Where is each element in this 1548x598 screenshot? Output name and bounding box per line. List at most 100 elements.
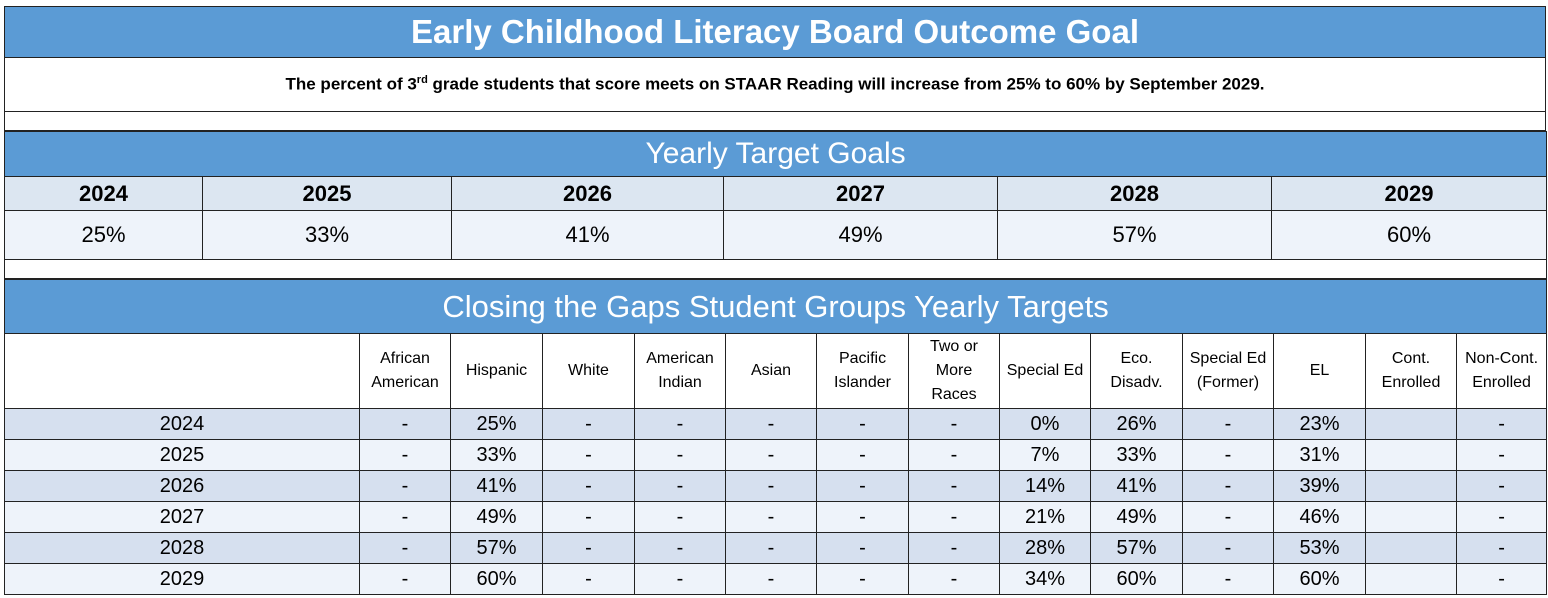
- table-cell: 57%: [1090, 532, 1183, 564]
- table-cell: -: [725, 532, 817, 564]
- yearly-target-year-2028: 2028: [997, 176, 1272, 211]
- table-cell: -: [1455, 501, 1548, 533]
- column-header-line: American: [371, 374, 439, 391]
- column-header: American Indian: [634, 333, 726, 409]
- table-cell: -: [725, 563, 817, 595]
- table-cell: -: [359, 439, 451, 471]
- column-header: Pacific Islander: [816, 333, 909, 409]
- table-cell: -: [634, 439, 726, 471]
- table-cell: 33%: [1090, 439, 1183, 471]
- table-cell: -: [1182, 501, 1274, 533]
- column-header-line: Pacific: [838, 350, 887, 367]
- yearly-target-year-2025: 2025: [202, 176, 452, 211]
- statement-superscript: rd: [416, 74, 428, 87]
- column-header-line: White: [568, 362, 609, 379]
- column-header-line: American: [646, 350, 714, 367]
- table-cell: -: [1455, 439, 1548, 471]
- table-cell: 33%: [450, 439, 543, 471]
- column-header-line: Indian: [658, 374, 702, 391]
- closing-gaps-corner-cell: [4, 333, 360, 409]
- yearly-target-year-2029: 2029: [1270, 176, 1548, 211]
- table-cell: -: [542, 563, 635, 595]
- table-row: 2027-49% - - - - -21% 49% -46% -: [4, 501, 1548, 533]
- table-cell: -: [359, 501, 451, 533]
- table-cell: [1365, 563, 1457, 595]
- table-cell: -: [1182, 563, 1274, 595]
- table-cell: -: [908, 501, 1000, 533]
- yearly-target-value-2026: 41%: [451, 210, 724, 260]
- table-cell: -: [908, 408, 1000, 440]
- table-cell: 39%: [1273, 470, 1366, 502]
- column-header-line: Cont.: [1391, 350, 1431, 367]
- table-cell: 41%: [450, 470, 543, 502]
- table-cell: -: [359, 470, 451, 502]
- table-row: 2029-60% - - - - -34% 60% -60% -: [4, 563, 1548, 595]
- table-cell: 23%: [1273, 408, 1366, 440]
- column-header-line: Special Ed: [1189, 350, 1267, 367]
- table-cell: [1365, 501, 1457, 533]
- table-cell: 28%: [999, 532, 1091, 564]
- table-cell: [1365, 470, 1457, 502]
- table-row: 2028-57% - - - - -28% 57% -53% -: [4, 532, 1548, 564]
- outcome-goal-table: Early Childhood Literacy Board Outcome G…: [4, 6, 1546, 131]
- yearly-target-value-2028: 57%: [997, 210, 1272, 260]
- table-cell: -: [634, 532, 726, 564]
- table-cell: -: [1455, 470, 1548, 502]
- table-cell: 25%: [450, 408, 543, 440]
- table-row: 2025-33% - - - - -7% 33% -31% -: [4, 439, 1548, 471]
- table-cell: 60%: [1090, 563, 1183, 595]
- table-cell: -: [634, 563, 726, 595]
- table-cell: -: [359, 408, 451, 440]
- table-cell: 26%: [1090, 408, 1183, 440]
- table-cell: -: [542, 501, 635, 533]
- column-header: Hispanic: [450, 333, 543, 409]
- yearly-target-year-2024: 2024: [4, 176, 203, 211]
- table-cell: -: [1182, 439, 1274, 471]
- column-header: Special Ed: [999, 333, 1091, 409]
- yearly-target-values-row: 25% 33% 41% 49% 57% 60%: [4, 210, 1548, 260]
- yearly-target-year-2026: 2026: [451, 176, 724, 211]
- table-cell: [1365, 532, 1457, 564]
- column-header-line: (Former): [1196, 374, 1260, 391]
- table-row: 2024-25% - - - - -0% 26% -23% -: [4, 408, 1548, 440]
- table-cell: [1365, 408, 1457, 440]
- column-header-line: Special Ed: [1006, 362, 1084, 379]
- column-header-line: Hispanic: [465, 362, 528, 379]
- yearly-target-years-row: 2024 2025 2026 2027 2028 2029: [4, 176, 1548, 211]
- row-year: 2027: [4, 501, 360, 533]
- table-cell: [1365, 439, 1457, 471]
- closing-gaps-body: 2024-25% - - - - -0% 26% -23% -2025-33% - - - - -7% 33…: [4, 408, 1548, 595]
- row-year: 2025: [4, 439, 360, 471]
- column-header-line: Eco.: [1120, 350, 1153, 367]
- table-cell: 0%: [999, 408, 1091, 440]
- column-header: Eco. Disadv.: [1090, 333, 1183, 409]
- spacer-row: [4, 111, 1546, 131]
- column-header-line: Enrolled: [1472, 374, 1531, 391]
- table-cell: -: [1182, 470, 1274, 502]
- table-cell: -: [816, 408, 909, 440]
- closing-gaps-header-row: African American Hispanic White American Indi…: [4, 333, 1548, 409]
- table-cell: -: [1182, 408, 1274, 440]
- table-cell: 60%: [1273, 563, 1366, 595]
- table-cell: -: [908, 439, 1000, 471]
- yearly-target-value-2025: 33%: [202, 210, 452, 260]
- table-cell: 34%: [999, 563, 1091, 595]
- table-cell: -: [542, 532, 635, 564]
- table-cell: 14%: [999, 470, 1091, 502]
- table-cell: 41%: [1090, 470, 1183, 502]
- table-cell: -: [725, 501, 817, 533]
- column-header: Cont. Enrolled: [1365, 333, 1457, 409]
- table-cell: -: [1455, 563, 1548, 595]
- table-cell: -: [1182, 532, 1274, 564]
- column-header: Asian: [725, 333, 817, 409]
- table-row: 2026-41% - - - - -14% 41% -39% -: [4, 470, 1548, 502]
- table-cell: -: [816, 439, 909, 471]
- table-cell: -: [816, 470, 909, 502]
- table-cell: -: [816, 501, 909, 533]
- table-cell: 49%: [450, 501, 543, 533]
- spacer-row: [3, 259, 1548, 279]
- table-cell: -: [908, 532, 1000, 564]
- table-cell: 46%: [1273, 501, 1366, 533]
- table-cell: 53%: [1273, 532, 1366, 564]
